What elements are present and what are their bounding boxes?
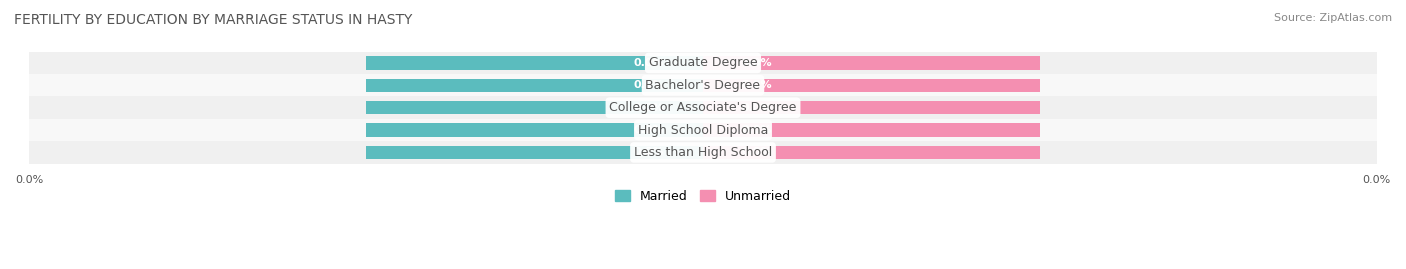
Text: 0.0%: 0.0% [741, 80, 772, 90]
Bar [30, 141, 1376, 164]
Text: 0.0%: 0.0% [741, 125, 772, 135]
Bar [703, 56, 1040, 70]
Bar [366, 56, 703, 70]
Bar [703, 101, 1040, 114]
Text: 0.0%: 0.0% [741, 103, 772, 113]
Bar [30, 52, 1376, 74]
Text: 0.0%: 0.0% [634, 58, 665, 68]
Text: FERTILITY BY EDUCATION BY MARRIAGE STATUS IN HASTY: FERTILITY BY EDUCATION BY MARRIAGE STATU… [14, 13, 412, 27]
Bar [30, 119, 1376, 141]
Text: Bachelor's Degree: Bachelor's Degree [645, 79, 761, 92]
Bar [366, 79, 703, 92]
Text: Less than High School: Less than High School [634, 146, 772, 159]
Bar [366, 101, 703, 114]
Bar [30, 74, 1376, 97]
Text: 0.0%: 0.0% [634, 147, 665, 157]
Legend: Married, Unmarried: Married, Unmarried [610, 185, 796, 208]
Text: 0.0%: 0.0% [741, 147, 772, 157]
Bar [366, 123, 703, 137]
Bar [366, 146, 703, 159]
Bar [703, 123, 1040, 137]
Bar [703, 79, 1040, 92]
Text: College or Associate's Degree: College or Associate's Degree [609, 101, 797, 114]
Text: High School Diploma: High School Diploma [638, 123, 768, 137]
Bar [30, 97, 1376, 119]
Text: 0.0%: 0.0% [634, 103, 665, 113]
Text: 0.0%: 0.0% [634, 80, 665, 90]
Text: 0.0%: 0.0% [741, 58, 772, 68]
Text: Graduate Degree: Graduate Degree [648, 56, 758, 69]
Text: 0.0%: 0.0% [634, 125, 665, 135]
Text: Source: ZipAtlas.com: Source: ZipAtlas.com [1274, 13, 1392, 23]
Bar [703, 146, 1040, 159]
